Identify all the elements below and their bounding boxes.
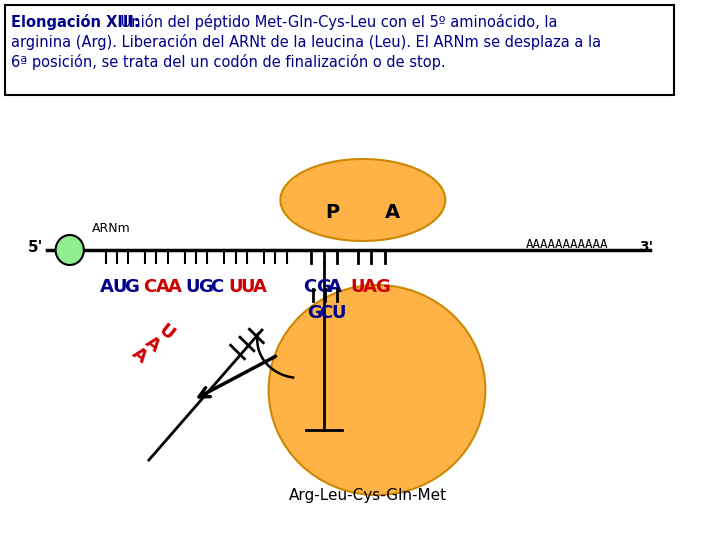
Text: U: U	[228, 278, 243, 296]
Text: 3': 3'	[639, 240, 653, 254]
Text: AAAAAAAAAAA: AAAAAAAAAAA	[526, 239, 608, 252]
Ellipse shape	[269, 285, 485, 495]
Ellipse shape	[280, 159, 445, 241]
Text: C: C	[320, 304, 333, 322]
Text: U: U	[112, 278, 127, 296]
Text: A: A	[168, 278, 181, 296]
Text: G: G	[307, 304, 322, 322]
Text: A: A	[253, 278, 266, 296]
Text: A: A	[142, 333, 163, 355]
Text: G: G	[375, 278, 390, 296]
Text: U: U	[240, 278, 255, 296]
Text: U: U	[332, 304, 346, 322]
Text: A: A	[128, 343, 150, 366]
Text: A: A	[363, 278, 377, 296]
Text: C: C	[210, 278, 223, 296]
Circle shape	[55, 235, 84, 265]
Text: A: A	[384, 204, 400, 222]
Text: ARNm: ARNm	[91, 221, 130, 234]
Text: U: U	[186, 278, 200, 296]
Text: A: A	[100, 278, 114, 296]
Text: G: G	[316, 278, 330, 296]
Text: U: U	[155, 321, 177, 345]
Text: A: A	[156, 278, 169, 296]
Text: G: G	[125, 278, 139, 296]
Text: U: U	[351, 278, 365, 296]
Text: arginina (Arg). Liberación del ARNt de la leucina (Leu). El ARNm se desplaza a l: arginina (Arg). Liberación del ARNt de l…	[12, 34, 601, 50]
Text: P: P	[325, 204, 339, 222]
Text: C: C	[143, 278, 156, 296]
Text: A: A	[328, 278, 342, 296]
Text: Unión del péptido Met-Gln-Cys-Leu con el 5º aminoácido, la: Unión del péptido Met-Gln-Cys-Leu con el…	[116, 14, 557, 30]
FancyBboxPatch shape	[5, 5, 674, 95]
Text: Elongación XIII:: Elongación XIII:	[12, 14, 140, 30]
Text: 5': 5'	[28, 240, 44, 254]
Text: Arg-Leu-Cys-Gln-Met: Arg-Leu-Cys-Gln-Met	[289, 488, 446, 503]
Text: C: C	[303, 278, 317, 296]
Text: G: G	[198, 278, 213, 296]
Text: 6ª posición, se trata del un codón de finalización o de stop.: 6ª posición, se trata del un codón de fi…	[12, 54, 446, 70]
